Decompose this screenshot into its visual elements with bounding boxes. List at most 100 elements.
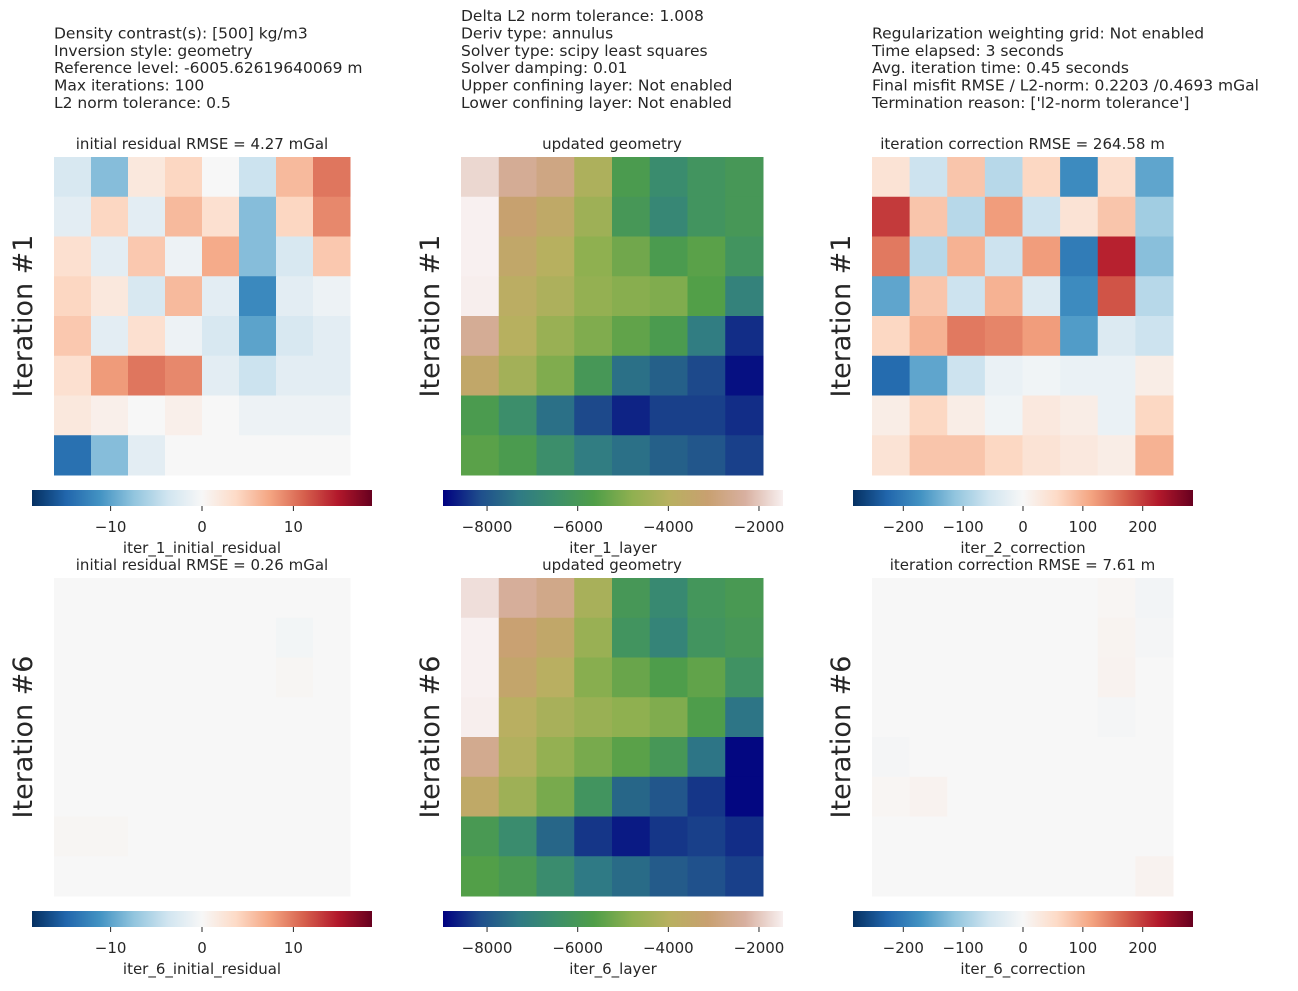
panel-title: initial residual RMSE = 0.26 mGal bbox=[76, 556, 328, 574]
heatmap-cell bbox=[872, 697, 911, 738]
heatmap-cell bbox=[1060, 816, 1099, 857]
heatmap-cell bbox=[574, 435, 613, 476]
panel-title: updated geometry bbox=[542, 556, 682, 574]
heatmap-cell bbox=[947, 236, 986, 277]
heatmap-cell bbox=[54, 776, 92, 817]
heatmap-cell bbox=[128, 435, 166, 476]
heatmap-cell bbox=[498, 816, 537, 857]
heatmap-cell bbox=[461, 657, 500, 698]
heatmap-cell bbox=[498, 395, 537, 436]
heatmap-cell bbox=[1060, 157, 1099, 198]
heatmap-cell bbox=[128, 316, 166, 357]
heatmap-cell bbox=[574, 776, 613, 817]
heatmap-cell bbox=[536, 856, 575, 897]
heatmap-cell bbox=[91, 776, 129, 817]
heatmap-cell bbox=[313, 395, 351, 436]
heatmap-cell bbox=[687, 816, 726, 857]
heatmap-cell bbox=[239, 617, 277, 658]
heatmap-cell bbox=[872, 776, 911, 817]
heatmap-cell bbox=[202, 157, 240, 198]
heatmap-cell bbox=[649, 355, 688, 396]
colorbar-tick-label: 100 bbox=[1069, 939, 1098, 957]
colorbar-tick-label: 0 bbox=[197, 939, 207, 957]
heatmap-cell bbox=[872, 196, 911, 237]
heatmap-cell bbox=[91, 816, 129, 857]
heatmap-cell bbox=[461, 617, 500, 658]
heatmap-cell bbox=[984, 776, 1023, 817]
heatmap-cell bbox=[612, 157, 651, 198]
heatmap-cell bbox=[91, 236, 129, 277]
heatmap-cell bbox=[1022, 196, 1061, 237]
heatmap-cell bbox=[128, 737, 166, 778]
heatmap-cell bbox=[612, 316, 651, 357]
heatmap-cell bbox=[165, 737, 203, 778]
colorbar-tick-label: −8000 bbox=[462, 518, 513, 536]
heatmap-cell bbox=[276, 697, 314, 738]
heatmap-cell bbox=[1135, 196, 1174, 237]
heatmap-cell bbox=[128, 657, 166, 698]
heatmap-cell bbox=[1135, 157, 1174, 198]
heatmap-cell bbox=[612, 276, 651, 317]
heatmap-cell bbox=[202, 816, 240, 857]
heatmap-cell bbox=[872, 316, 911, 357]
heatmap-cell bbox=[687, 578, 726, 619]
heatmap-cell bbox=[313, 856, 351, 897]
heatmap-cell bbox=[313, 276, 351, 317]
heatmap-cell bbox=[276, 737, 314, 778]
heatmap-cell bbox=[1060, 236, 1099, 277]
heatmap-cell bbox=[536, 236, 575, 277]
heatmap-cell bbox=[574, 657, 613, 698]
heatmap-cell bbox=[498, 196, 537, 237]
heatmap-cell bbox=[91, 578, 129, 619]
heatmap-cell bbox=[725, 316, 764, 357]
heatmap-cell bbox=[239, 316, 277, 357]
heatmap-cell bbox=[649, 578, 688, 619]
info-line: Inversion style: geometry bbox=[54, 42, 253, 60]
heatmap-cell bbox=[1097, 395, 1136, 436]
info-line: Density contrast(s): [500] kg/m3 bbox=[54, 24, 308, 42]
heatmap-cell bbox=[1135, 578, 1174, 619]
info-line: Solver damping: 0.01 bbox=[461, 59, 628, 77]
colorbar-tick-label: −2000 bbox=[734, 939, 785, 957]
info-line: Delta L2 norm tolerance: 1.008 bbox=[461, 7, 704, 25]
heatmap-cell bbox=[276, 816, 314, 857]
heatmap-cell bbox=[202, 578, 240, 619]
heatmap-cell bbox=[1097, 435, 1136, 476]
heatmap-cell bbox=[687, 236, 726, 277]
heatmap-cell bbox=[687, 435, 726, 476]
colorbar-tick-label: −2000 bbox=[734, 518, 785, 536]
heatmap-cell bbox=[947, 617, 986, 658]
heatmap-cell bbox=[1135, 816, 1174, 857]
heatmap-cell bbox=[872, 856, 911, 897]
heatmap-cell bbox=[313, 617, 351, 658]
heatmap-cell bbox=[202, 697, 240, 738]
heatmap-cell bbox=[461, 316, 500, 357]
y-axis-label: Iteration #1 bbox=[415, 235, 446, 398]
heatmap-cell bbox=[202, 657, 240, 698]
heatmap-cell bbox=[612, 737, 651, 778]
heatmap-cell bbox=[165, 196, 203, 237]
heatmap-cell bbox=[574, 617, 613, 658]
heatmap-cell bbox=[909, 578, 948, 619]
heatmap-cell bbox=[498, 617, 537, 658]
heatmap-cell bbox=[1022, 355, 1061, 396]
heatmap-cell bbox=[984, 578, 1023, 619]
heatmap-cell bbox=[239, 395, 277, 436]
heatmap-cell bbox=[1022, 395, 1061, 436]
colorbar-tick-label: −100 bbox=[943, 518, 984, 536]
heatmap-cell bbox=[165, 435, 203, 476]
heatmap-cell bbox=[239, 816, 277, 857]
heatmap-cell bbox=[1135, 776, 1174, 817]
heatmap-cell bbox=[498, 657, 537, 698]
info-line: Termination reason: ['l2-norm tolerance'… bbox=[871, 94, 1189, 112]
colorbar-tick-label: 200 bbox=[1128, 518, 1157, 536]
heatmap-cell bbox=[536, 776, 575, 817]
info-line: L2 norm tolerance: 0.5 bbox=[54, 94, 231, 112]
heatmap-cell bbox=[984, 395, 1023, 436]
heatmap-cell bbox=[1097, 578, 1136, 619]
heatmap-cell bbox=[91, 617, 129, 658]
heatmap-cell bbox=[54, 355, 92, 396]
colorbar-tick-label: −4000 bbox=[643, 939, 694, 957]
heatmap-cell bbox=[649, 737, 688, 778]
heatmap-cell bbox=[649, 395, 688, 436]
